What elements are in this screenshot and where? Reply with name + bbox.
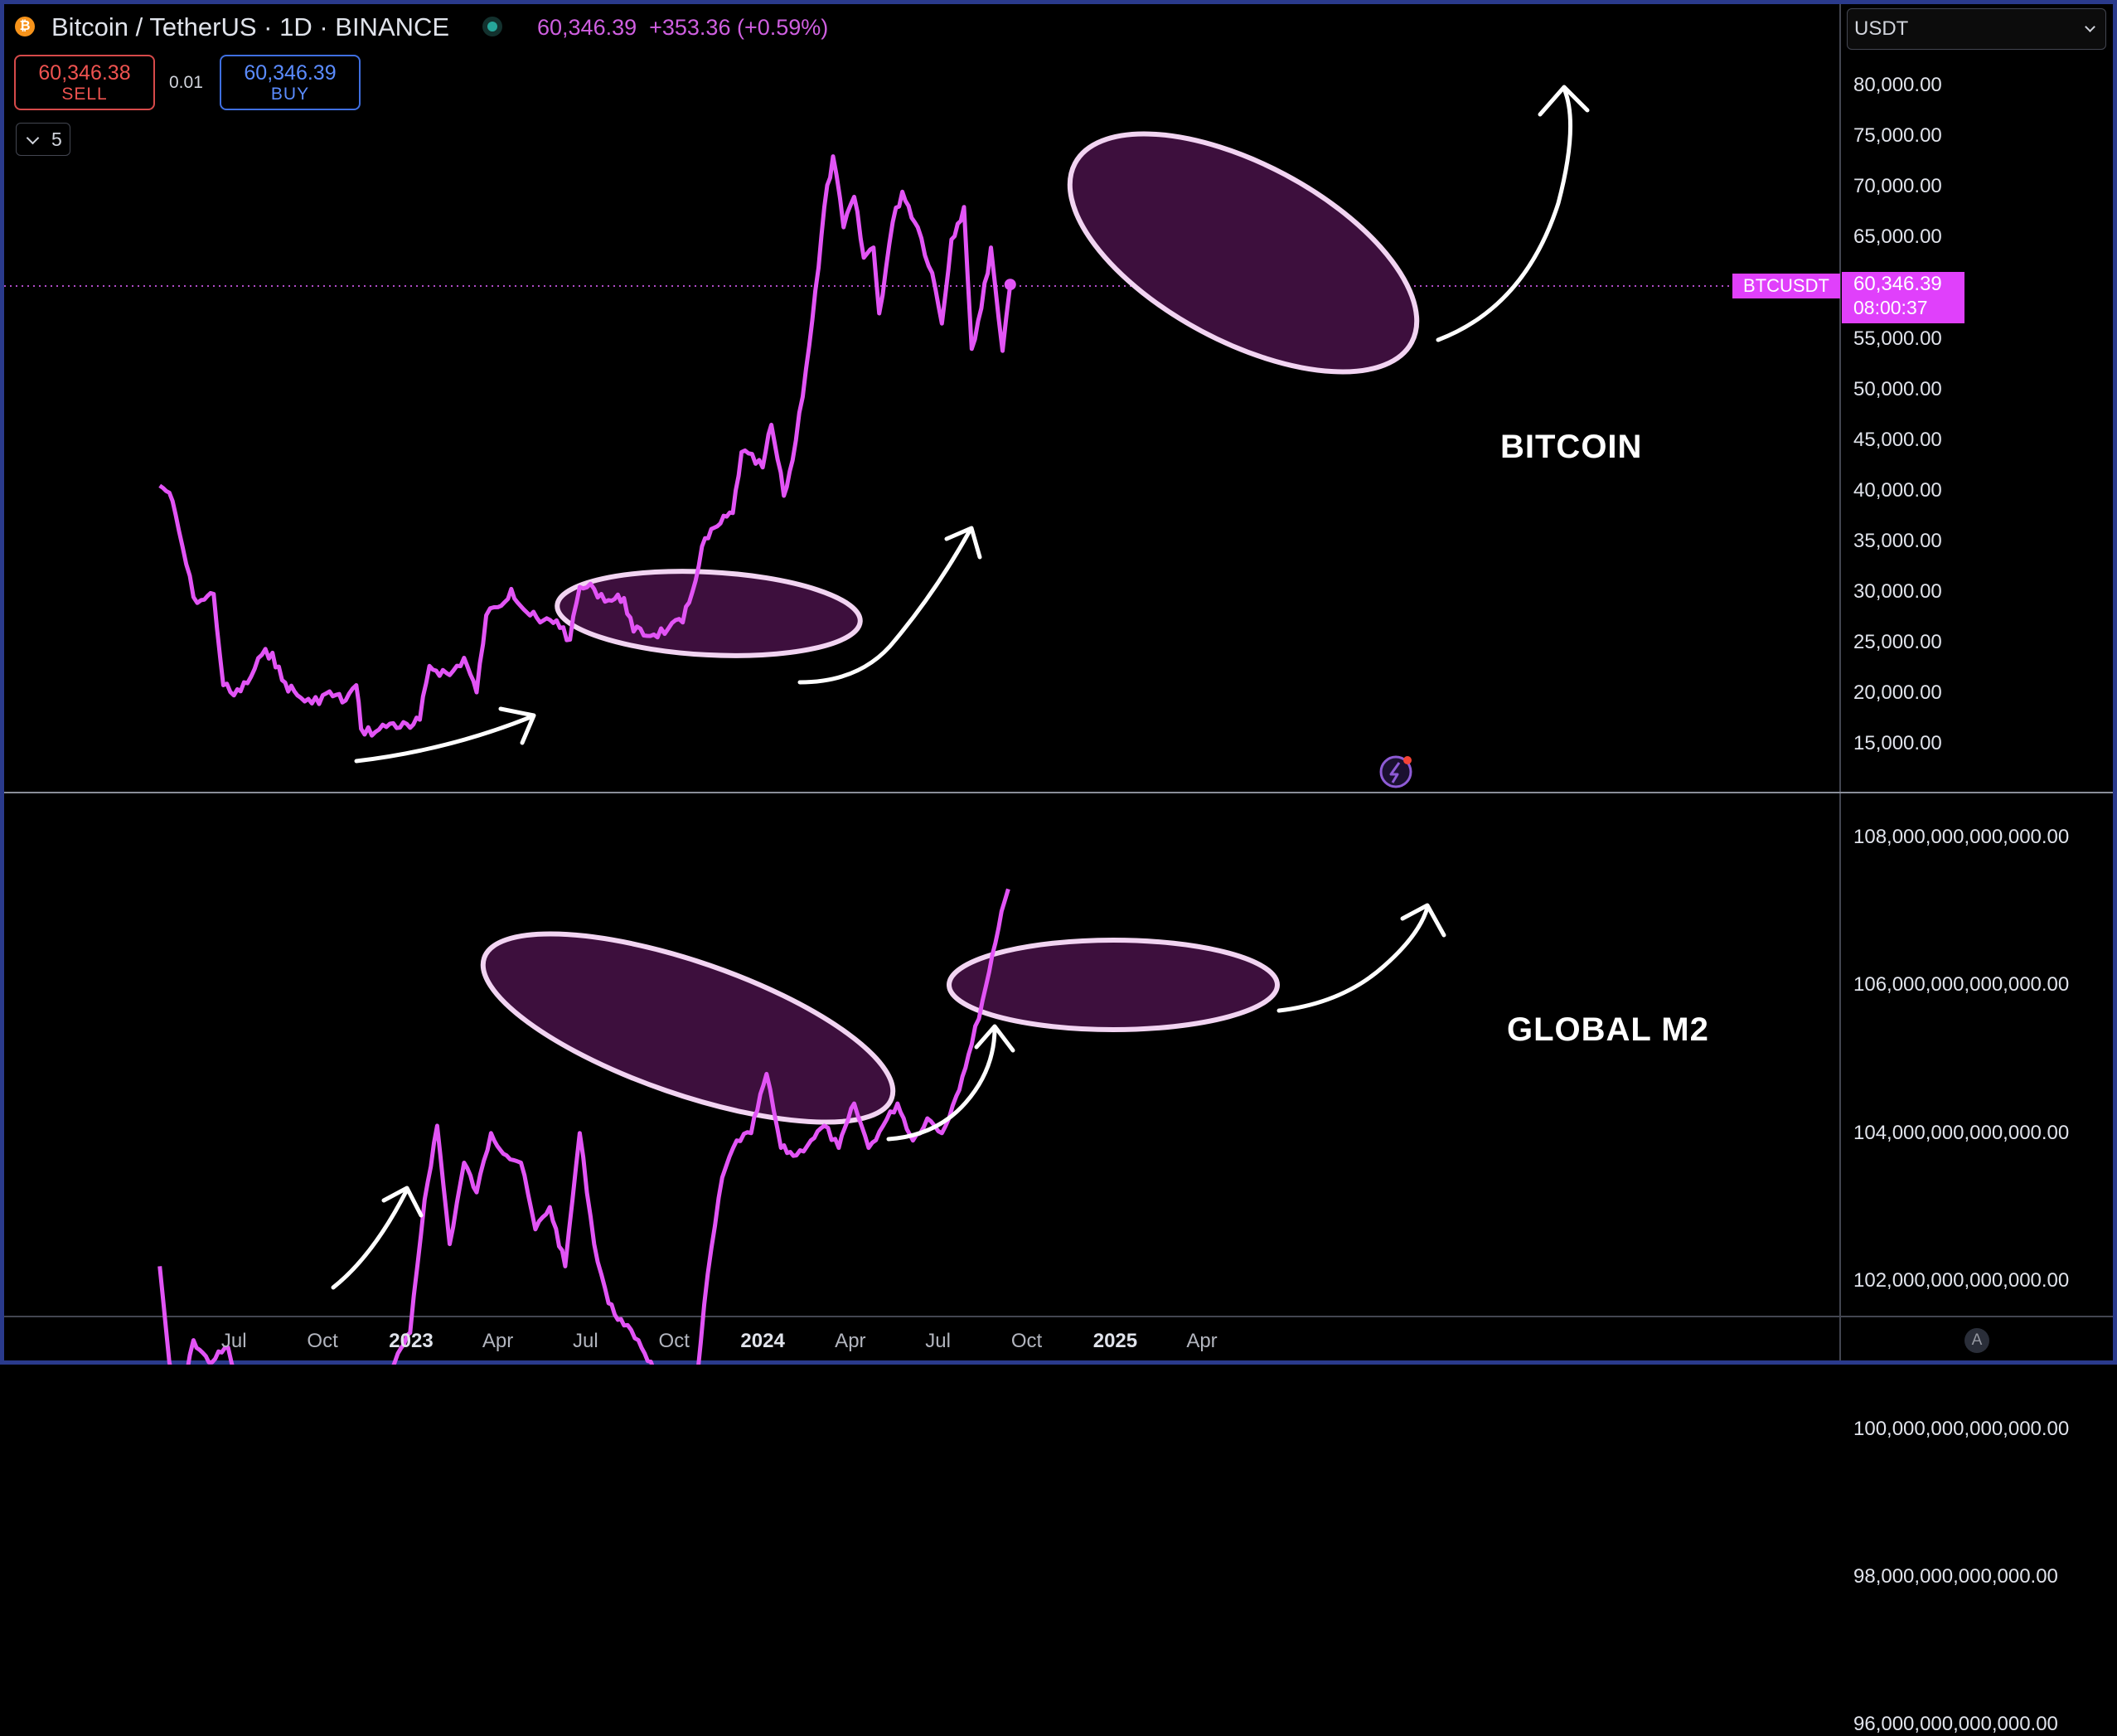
y-tick-label: 106,000,000,000,000.00 xyxy=(1853,973,2070,997)
y-tick-label: 96,000,000,000,000.00 xyxy=(1853,1713,2058,1736)
x-tick-label: 2025 xyxy=(1092,1330,1138,1352)
arrow-m2-2-head xyxy=(974,1024,1015,1053)
x-tick-label: Apr xyxy=(1186,1330,1218,1352)
y-tick-label: 40,000.00 xyxy=(1853,478,1942,502)
buy-button[interactable]: 60,346.39 BUY xyxy=(220,55,361,110)
last-price-tag: 60,346.39 08:00:37 xyxy=(1842,272,1964,323)
buy-label: BUY xyxy=(270,85,310,104)
arrow-m2-1 xyxy=(331,1189,409,1290)
auto-scale-button[interactable]: A xyxy=(1964,1328,1989,1353)
spread-value: 0.01 xyxy=(169,73,203,92)
sell-label: SELL xyxy=(61,85,108,104)
bar-countdown: 08:00:37 xyxy=(1853,297,1928,318)
indicators-toggle[interactable]: 5 xyxy=(16,123,70,156)
arrow-btc-1 xyxy=(354,715,533,764)
y-tick-label: 102,000,000,000,000.00 xyxy=(1853,1269,2070,1292)
y-tick-label: 108,000,000,000,000.00 xyxy=(1853,826,2070,848)
auto-scale-label: A xyxy=(1971,1331,1983,1349)
arrow-btc-3-head xyxy=(1538,85,1590,117)
arrow-btc-3 xyxy=(1436,86,1573,342)
btc-range-ellipse-2024 xyxy=(1067,131,1420,375)
btc-price-line xyxy=(158,154,1013,738)
y-tick-label: 15,000.00 xyxy=(1853,732,1942,755)
x-tick-label: Oct xyxy=(658,1330,690,1352)
y-tick-label: 25,000.00 xyxy=(1853,631,1942,654)
x-tick-label: 2024 xyxy=(740,1330,785,1352)
ohlc-values: 60,346.39 +353.36 (+0.59%) xyxy=(537,15,829,40)
chart-canvas[interactable] xyxy=(0,0,2117,1365)
x-tick-label: Jul xyxy=(925,1330,951,1352)
annotation-global-m2: GLOBAL M2 xyxy=(1507,1011,1709,1048)
y-tick-label: 30,000.00 xyxy=(1853,580,1942,604)
indicator-count: 5 xyxy=(51,129,62,150)
y-tick-label: 45,000.00 xyxy=(1853,428,1942,451)
y-tick-label: 65,000.00 xyxy=(1853,225,1942,249)
y-tick-label: 100,000,000,000,000.00 xyxy=(1853,1417,2070,1440)
lightning-icon[interactable] xyxy=(1379,755,1412,788)
market-status-icon xyxy=(487,22,497,32)
symbol-logo-icon: ₿ xyxy=(15,17,35,36)
annotation-bitcoin: BITCOIN xyxy=(1500,429,1643,465)
y-tick-label: 80,000.00 xyxy=(1853,74,1942,96)
arrow-m2-3 xyxy=(1276,905,1430,1013)
x-tick-label: Jul xyxy=(220,1330,247,1352)
currency-select[interactable]: USDT xyxy=(1847,8,2106,50)
last-price-dot xyxy=(1004,279,1016,291)
arrow-m2-1-head xyxy=(381,1186,424,1218)
x-tick-label: Jul xyxy=(572,1330,598,1352)
currency-value: USDT xyxy=(1854,17,1909,40)
arrow-btc-1-head xyxy=(498,706,536,745)
symbol-price-tag: BTCUSDT xyxy=(1732,274,1840,298)
x-tick-label: Oct xyxy=(307,1330,338,1352)
global-m2-line xyxy=(157,888,1010,1365)
y-tick-label: 35,000.00 xyxy=(1853,529,1942,552)
y-tick-label: 104,000,000,000,000.00 xyxy=(1853,1121,2070,1144)
m2-range-ellipse-2024 xyxy=(947,938,1280,1032)
y-tick-label: 70,000.00 xyxy=(1853,175,1942,198)
sell-price: 60,346.38 xyxy=(38,61,131,85)
last-price-value: 60,346.39 xyxy=(1853,273,1942,295)
x-tick-label: Apr xyxy=(482,1330,514,1352)
y-tick-label: 50,000.00 xyxy=(1853,377,1942,400)
arrow-btc-2 xyxy=(797,528,972,685)
y-tick-label: 20,000.00 xyxy=(1853,681,1942,705)
chart-frame xyxy=(0,0,2117,1365)
y-tick-label: 55,000.00 xyxy=(1853,327,1942,350)
symbol-title[interactable]: Bitcoin / TetherUS · 1D · BINANCE xyxy=(51,12,450,41)
x-tick-label: 2023 xyxy=(389,1330,434,1352)
x-tick-label: Oct xyxy=(1010,1330,1043,1352)
m2-range-ellipse-2023 xyxy=(480,931,896,1125)
y-tick-label: 75,000.00 xyxy=(1853,124,1942,148)
sell-button[interactable]: 60,346.38 SELL xyxy=(14,55,155,110)
arrow-m2-2 xyxy=(886,1026,997,1142)
arrow-btc-2-head xyxy=(944,526,982,560)
x-tick-label: Apr xyxy=(835,1330,866,1352)
arrow-m2-3-head xyxy=(1400,903,1446,938)
btc-range-ellipse-2023 xyxy=(555,569,863,658)
y-tick-label: 98,000,000,000,000.00 xyxy=(1853,1565,2058,1588)
buy-price: 60,346.39 xyxy=(244,61,337,85)
